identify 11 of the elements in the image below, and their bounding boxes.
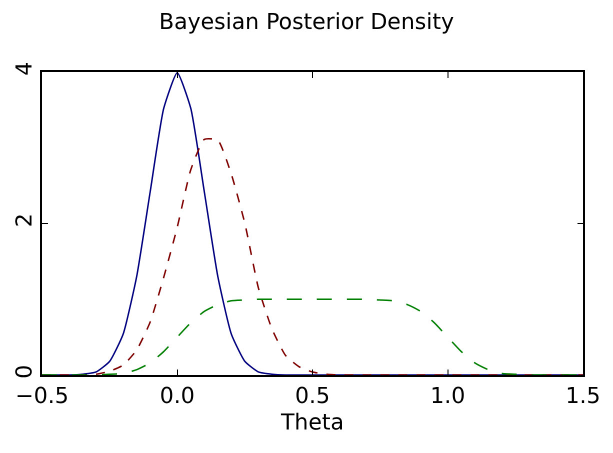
x-tick-label: −0.5 <box>15 384 69 410</box>
x-tick-label: 0.5 <box>295 384 330 410</box>
chart-title: Bayesian Posterior Density <box>159 10 454 35</box>
y-tick-label: 4 <box>12 62 38 76</box>
x-tick-label: 0.0 <box>160 384 195 410</box>
x-axis-title: Theta <box>280 410 344 436</box>
line-series <box>42 72 583 375</box>
y-tick-label: 0 <box>12 364 38 379</box>
y-tick-label: 2 <box>12 213 38 228</box>
x-tick-label: 1.0 <box>430 384 466 410</box>
x-tick-label: 1.5 <box>566 384 600 410</box>
